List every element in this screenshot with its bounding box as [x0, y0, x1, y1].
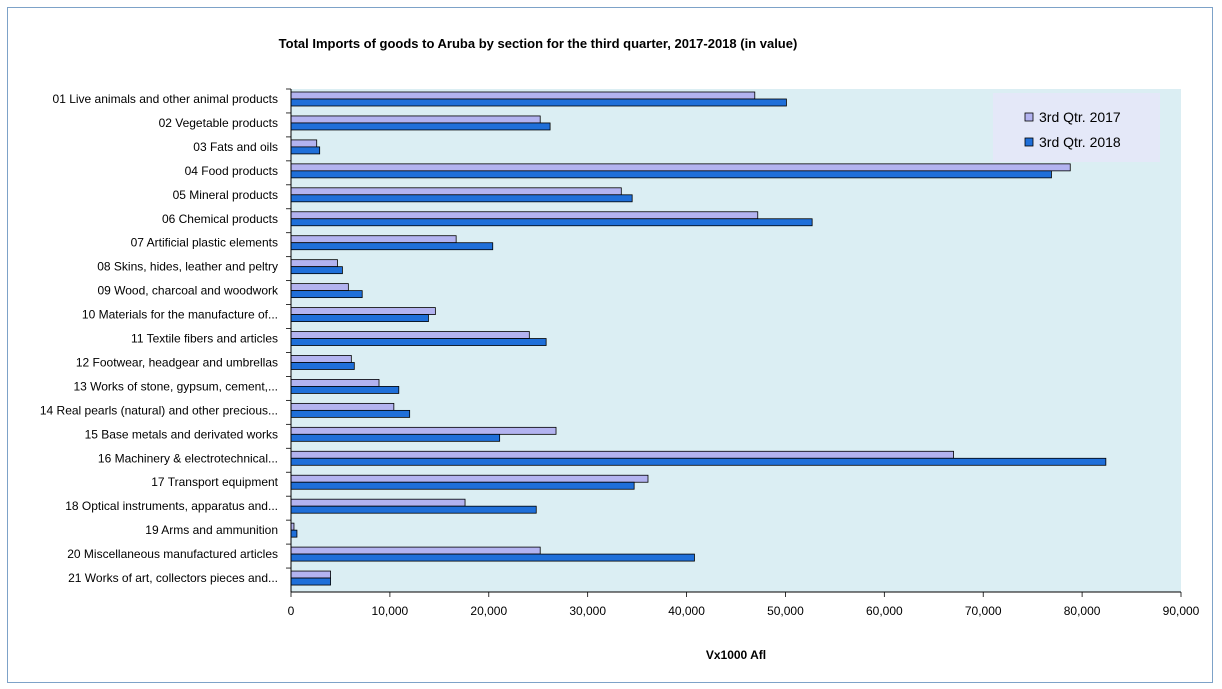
bar-2017-4: [290, 163, 1071, 172]
category-label: 11 Textile fibers and articles: [131, 332, 278, 346]
category-label: 14 Real pearls (natural) and other preci…: [40, 403, 278, 417]
bar-2018-17: [290, 481, 635, 490]
x-tick-label: 90,000: [1163, 604, 1200, 618]
bar-2017-14: [290, 402, 395, 411]
chart-frame: Total Imports of goods to Aruba by secti…: [7, 7, 1213, 683]
bar-2018-3: [290, 146, 321, 155]
bar-2017-21: [290, 570, 331, 579]
bar-2018-10: [290, 314, 429, 322]
x-tick-label: 30,000: [569, 604, 606, 618]
bar-2018-21: [290, 577, 331, 586]
category-label: 08 Skins, hides, leather and peltry: [97, 260, 278, 274]
bar-2017-15: [290, 426, 557, 435]
bar-2018-5: [290, 194, 633, 203]
category-label: 07 Artificial plastic elements: [131, 236, 278, 250]
bar-2017-6: [290, 211, 759, 220]
bar-2018-9: [290, 290, 363, 299]
bar-2017-8: [290, 259, 338, 268]
bar-2017-20: [290, 546, 541, 555]
category-label: 01 Live animals and other animal product…: [53, 92, 278, 106]
bar-2018-12: [290, 362, 355, 370]
bar-2018-11: [290, 338, 547, 346]
bar-2017-16: [290, 450, 954, 459]
axes-group: [286, 88, 1182, 597]
category-label: 03 Fats and oils: [193, 140, 278, 154]
category-label: 09 Wood, charcoal and woodwork: [97, 284, 279, 298]
bar-2018-13: [290, 386, 400, 394]
legend: 3rd Qtr. 2017 3rd Qtr. 2018: [993, 93, 1160, 162]
x-tick-label: 40,000: [668, 604, 705, 618]
x-axis-label: Vx1000 Afl: [706, 648, 766, 662]
x-tick-label: 60,000: [866, 604, 903, 618]
category-label: 02 Vegetable products: [159, 116, 278, 130]
category-labels-group: 01 Live animals and other animal product…: [40, 92, 279, 585]
legend-swatch-2018: [1024, 137, 1034, 147]
category-label: 21 Works of art, collectors pieces and..…: [68, 571, 278, 585]
bar-2018-7: [290, 242, 494, 251]
bar-2018-18: [290, 505, 537, 514]
bar-2017-3: [290, 139, 318, 148]
category-label: 19 Arms and ammunition: [145, 523, 278, 537]
bar-2017-10: [290, 307, 436, 315]
bar-2018-20: [290, 553, 695, 562]
bars-group: [290, 91, 1107, 586]
category-label: 04 Food products: [185, 164, 278, 178]
category-label: 16 Machinery & electrotechnical...: [98, 451, 278, 465]
x-tick-label: 0: [288, 604, 295, 618]
bar-2018-14: [290, 409, 411, 418]
legend-label-2018: 3rd Qtr. 2018: [1039, 134, 1121, 150]
chart-svg: 01 Live animals and other animal product…: [40, 88, 1200, 662]
category-label: 20 Miscellaneous manufactured articles: [67, 547, 278, 561]
bar-2018-19: [290, 529, 298, 538]
bar-2017-2: [290, 115, 541, 124]
bar-2017-18: [290, 498, 466, 507]
category-label: 13 Works of stone, gypsum, cement,...: [73, 379, 278, 393]
bar-2017-11: [290, 331, 530, 339]
bar-2017-17: [290, 474, 649, 483]
x-tick-label: 70,000: [965, 604, 1002, 618]
x-tick-labels-group: 0 10,000 20,000 30,000 40,000 50,000 60,000 70,…: [288, 604, 1200, 618]
x-tick-label: 10,000: [372, 604, 409, 618]
bar-2018-8: [290, 266, 343, 275]
x-tick-label: 80,000: [1064, 604, 1101, 618]
bar-2017-5: [290, 187, 622, 196]
bar-2018-1: [290, 98, 787, 107]
category-label: 05 Mineral products: [173, 188, 278, 202]
x-tick-label: 20,000: [470, 604, 507, 618]
x-tick-label: 50,000: [767, 604, 804, 618]
legend-swatch-2017: [1024, 112, 1034, 122]
category-label: 17 Transport equipment: [151, 475, 278, 489]
legend-box: [993, 93, 1160, 162]
category-label: 12 Footwear, headgear and umbrellas: [76, 355, 278, 369]
bar-2018-4: [290, 170, 1052, 179]
bar-2018-2: [290, 122, 551, 131]
category-label: 10 Materials for the manufacture of...: [82, 308, 278, 322]
category-label: 18 Optical instruments, apparatus and...: [65, 499, 278, 513]
legend-label-2017: 3rd Qtr. 2017: [1039, 109, 1121, 125]
bar-2017-12: [290, 355, 352, 363]
bar-2017-7: [290, 235, 457, 244]
bar-2017-1: [290, 91, 756, 100]
bar-2017-13: [290, 379, 380, 387]
category-label: 15 Base metals and derivated works: [85, 427, 278, 441]
chart-title: Total Imports of goods to Aruba by secti…: [278, 36, 798, 51]
bar-2017-9: [290, 283, 349, 292]
bar-2018-16: [290, 457, 1107, 466]
bar-2018-6: [290, 218, 813, 227]
bar-2018-15: [290, 433, 501, 442]
category-label: 06 Chemical products: [162, 212, 278, 226]
